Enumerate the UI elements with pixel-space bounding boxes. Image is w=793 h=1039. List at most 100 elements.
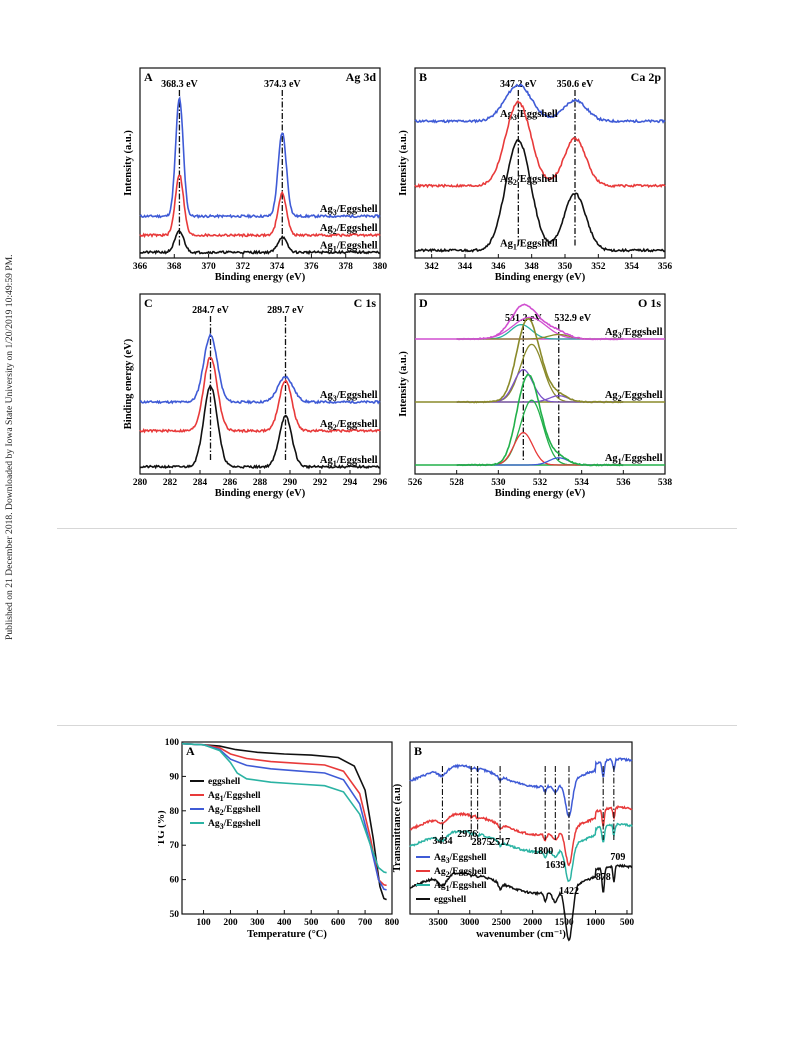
panel-title: O 1s bbox=[638, 296, 661, 310]
x-tick-label: 500 bbox=[620, 918, 635, 928]
band-label: 3434 bbox=[432, 836, 452, 847]
series-line bbox=[414, 139, 666, 253]
band-label: 2976 bbox=[457, 829, 477, 840]
x-tick-label: 530 bbox=[491, 478, 506, 488]
x-tick-label: 700 bbox=[358, 918, 373, 928]
y-axis-label: Binding energy (eV) bbox=[123, 338, 134, 429]
x-tick-label: 2000 bbox=[523, 918, 542, 928]
peak-label: 350.6 eV bbox=[557, 79, 594, 90]
series-label: Ag2/Eggshell bbox=[605, 390, 663, 403]
x-axis-label: Binding energy (eV) bbox=[495, 272, 586, 283]
x-tick-label: 532 bbox=[533, 478, 548, 488]
series-line bbox=[456, 303, 624, 341]
x-tick-label: 378 bbox=[339, 262, 354, 272]
y-tick-label: 50 bbox=[170, 910, 180, 920]
x-tick-label: 1500 bbox=[555, 918, 574, 928]
series-line bbox=[139, 174, 381, 239]
panel-fig2B: 3500 3000 2500 2000 1500 1000 500 wavenumber (c… bbox=[392, 741, 635, 942]
series-label: Ag1/Eggshell bbox=[500, 238, 558, 251]
x-axis-label: Binding energy (eV) bbox=[215, 488, 306, 499]
x-tick-label: 100 bbox=[196, 918, 211, 928]
x-axis-label: Temperature (°C) bbox=[247, 929, 327, 940]
panel-letter: B bbox=[414, 744, 422, 758]
x-tick-label: 352 bbox=[591, 262, 606, 272]
ftir-series-line bbox=[409, 863, 633, 942]
legend-label: Ag1/Eggshell bbox=[208, 791, 261, 803]
x-axis-label: Binding energy (eV) bbox=[495, 488, 586, 499]
peak-label: 347.2 eV bbox=[500, 79, 537, 90]
y-axis-label: Intensity (a.u.) bbox=[398, 351, 409, 417]
x-tick-label: 200 bbox=[223, 918, 238, 928]
legend-label: Ag1/Eggshell bbox=[434, 881, 487, 893]
x-tick-label: 366 bbox=[133, 262, 148, 272]
x-tick-label: 368 bbox=[167, 262, 182, 272]
y-tick-label: 90 bbox=[170, 772, 180, 782]
x-tick-label: 346 bbox=[491, 262, 506, 272]
series-label: Ag3/Eggshell bbox=[320, 204, 378, 217]
x-tick-label: 290 bbox=[283, 478, 298, 488]
y-axis-label: TG (%) bbox=[158, 810, 167, 846]
x-tick-label: 296 bbox=[373, 478, 388, 488]
y-tick-label: 60 bbox=[170, 876, 180, 886]
x-tick-label: 342 bbox=[425, 262, 440, 272]
band-label: 2517 bbox=[490, 837, 510, 848]
series-label: Ag1/Eggshell bbox=[605, 453, 663, 466]
x-tick-label: 370 bbox=[201, 262, 216, 272]
x-tick-label: 356 bbox=[658, 262, 673, 272]
plot-frame bbox=[414, 293, 666, 475]
peak-label: 284.7 eV bbox=[192, 305, 229, 316]
x-tick-label: 376 bbox=[304, 262, 319, 272]
series-line bbox=[139, 229, 381, 256]
x-tick-label: 800 bbox=[385, 918, 400, 928]
band-label: 1639 bbox=[545, 860, 565, 871]
y-axis-label: Intensity (a.u.) bbox=[398, 130, 409, 196]
x-tick-label: 2500 bbox=[492, 918, 511, 928]
y-tick-label: 80 bbox=[170, 807, 180, 817]
y-axis-label: Transmittance (a.u) bbox=[392, 783, 403, 872]
peak-label: 368.3 eV bbox=[161, 79, 198, 90]
x-axis-label: Binding energy (eV) bbox=[215, 272, 306, 283]
series-label: Ag3/Eggshell bbox=[605, 327, 663, 340]
panel-letter: C bbox=[144, 296, 153, 310]
series-label: Ag3/Eggshell bbox=[500, 109, 558, 122]
band-label: 1422 bbox=[559, 886, 579, 897]
x-tick-label: 294 bbox=[343, 478, 358, 488]
x-tick-label: 292 bbox=[313, 478, 328, 488]
series-label: Ag2/Eggshell bbox=[320, 223, 378, 236]
peak-label: 374.3 eV bbox=[264, 79, 301, 90]
band-label: 709 bbox=[610, 852, 625, 863]
panel-title: Ag 3d bbox=[346, 70, 377, 84]
legend-label: Ag2/Eggshell bbox=[434, 867, 487, 879]
panel-fig1B: 342 344 346 348 350 352 354 356 Binding energy (… bbox=[398, 67, 673, 283]
series-line bbox=[139, 332, 381, 405]
x-tick-label: 3000 bbox=[460, 918, 479, 928]
x-tick-label: 300 bbox=[250, 918, 265, 928]
publication-note-text: Published on 21 December 2018. Downloade… bbox=[4, 254, 15, 640]
panel-letter: A bbox=[144, 70, 153, 84]
x-tick-label: 538 bbox=[658, 478, 673, 488]
separator-top bbox=[57, 528, 737, 529]
legend-label: Ag3/Eggshell bbox=[208, 819, 261, 831]
panel-letter: D bbox=[419, 296, 428, 310]
tg-series-line bbox=[181, 742, 387, 891]
legend-label: eggshell bbox=[208, 777, 241, 787]
x-axis-label: wavenumber (cm⁻¹) bbox=[476, 929, 566, 940]
x-tick-label: 500 bbox=[304, 918, 319, 928]
x-tick-label: 1000 bbox=[586, 918, 605, 928]
series-line bbox=[139, 95, 381, 220]
x-tick-label: 372 bbox=[236, 262, 251, 272]
x-tick-label: 374 bbox=[270, 262, 285, 272]
panel-fig1C: 280 282 284 286 288 290 292 294 296 Binding energ… bbox=[123, 293, 388, 499]
x-tick-label: 528 bbox=[450, 478, 465, 488]
series-line bbox=[139, 384, 381, 470]
x-tick-label: 286 bbox=[223, 478, 238, 488]
panel-fig2A: 100 200 300 400 500 600 700 800 50 60 70 80 90 100 Tem… bbox=[158, 738, 399, 940]
panel-letter: A bbox=[186, 744, 195, 758]
x-tick-label: 534 bbox=[575, 478, 590, 488]
series-line bbox=[139, 356, 381, 434]
band-label: 878 bbox=[596, 872, 611, 883]
x-tick-label: 280 bbox=[133, 478, 148, 488]
tg-series-line bbox=[181, 742, 387, 874]
x-tick-label: 344 bbox=[458, 262, 473, 272]
x-tick-label: 600 bbox=[331, 918, 346, 928]
